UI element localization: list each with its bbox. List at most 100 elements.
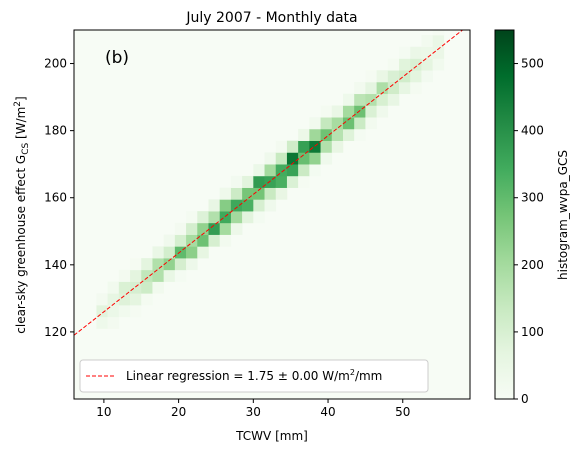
x-tick-label: 10: [96, 405, 111, 419]
heatmap-cell: [118, 293, 131, 306]
heatmap-cell: [130, 258, 142, 271]
heatmap-cell: [208, 211, 220, 224]
heatmap-cell: [376, 105, 389, 118]
heatmap-cell: [309, 128, 321, 141]
y-axis-label-main: clear-sky greenhouse effect G: [14, 155, 28, 334]
heatmap-cell: [174, 269, 187, 282]
heatmap-cell: [421, 46, 433, 59]
heatmap-cell: [107, 316, 120, 329]
heatmap-cell: [230, 175, 243, 188]
legend-box: [79, 359, 429, 393]
heatmap-cell: [432, 58, 445, 71]
y-tick-label: 120: [44, 325, 67, 339]
heatmap-cell: [298, 140, 310, 153]
heatmap-cell: [387, 93, 400, 106]
heatmap-cell: [354, 117, 366, 130]
heatmap-cell: [253, 211, 265, 224]
heatmap-cell: [174, 234, 187, 247]
heatmap-cell: [275, 152, 288, 165]
heatmap-cell: [107, 281, 120, 294]
y-axis-label-unit-sup: 2: [13, 101, 23, 107]
heatmap-cell: [376, 93, 389, 106]
heatmap-cell: [298, 175, 310, 188]
heatmap-cell: [365, 105, 377, 118]
heatmap-cell: [331, 105, 344, 118]
heatmap-cell: [163, 246, 176, 259]
heatmap-cell: [286, 175, 299, 188]
heatmap-cell: [186, 222, 198, 235]
colorbar-tick-label: 300: [521, 191, 544, 205]
heatmap-cell: [264, 199, 277, 212]
heatmap-cell: [152, 246, 164, 259]
y-axis-label-subscript: CS: [21, 142, 31, 154]
heatmap-cell: [107, 293, 120, 306]
colorbar-tick-label: 400: [521, 124, 544, 138]
heatmap-cell: [376, 82, 389, 95]
colorbar-tick-label: 500: [521, 57, 544, 71]
heatmap-cell: [309, 164, 321, 177]
heatmap-cell: [242, 187, 254, 200]
heatmap-cell: [432, 46, 445, 59]
heatmap-cell: [208, 234, 220, 247]
heatmap-cell: [253, 175, 265, 188]
heatmap-cell: [141, 269, 153, 282]
heatmap-cell: [286, 152, 299, 165]
heatmap-cell: [309, 140, 321, 153]
heatmap-cell: [186, 234, 198, 247]
heatmap-cell: [264, 152, 277, 165]
y-axis-label: clear-sky greenhouse effect GCS [W/m2]: [13, 96, 31, 333]
heatmap-cell: [399, 82, 411, 95]
heatmap-cell: [208, 199, 220, 212]
heatmap-cell: [130, 281, 142, 294]
heatmap-cell: [421, 35, 433, 48]
heatmap-cell: [387, 70, 400, 83]
heatmap-cell: [342, 117, 355, 130]
heatmap-cell: [96, 305, 108, 318]
heatmap-cell: [320, 105, 333, 118]
heatmap-cell: [163, 269, 176, 282]
heatmap-cell: [365, 82, 377, 95]
heatmap-cell: [253, 187, 265, 200]
heatmap-cell: [219, 211, 232, 224]
legend: Linear regression = 1.75 ± 0.00 W/m2/mm: [79, 359, 429, 393]
heatmap-cell: [264, 164, 277, 177]
y-axis-label-unit-close: ]: [14, 96, 28, 101]
heatmap-cell: [230, 187, 243, 200]
heatmap-cell: [421, 70, 433, 83]
heatmap-cell: [186, 258, 198, 271]
heatmap-cell: [174, 222, 187, 235]
heatmap-cell: [365, 117, 377, 130]
heatmap-cell: [197, 222, 209, 235]
heatmap-cell: [96, 293, 108, 306]
heatmap-cell: [410, 82, 422, 95]
heatmap-cell: [286, 164, 299, 177]
heatmap-cell: [219, 199, 232, 212]
heatmap-cell: [286, 140, 299, 153]
heatmap-cell: [354, 105, 366, 118]
heatmap-cell: [275, 164, 288, 177]
x-tick-label: 20: [171, 405, 186, 419]
heatmap-cell: [399, 46, 411, 59]
heatmap-cell: [96, 316, 108, 329]
panel-label: (b): [105, 48, 129, 68]
heatmap-cell: [152, 281, 164, 294]
heatmap-cell: [186, 211, 198, 224]
heatmap-cell: [230, 199, 243, 212]
x-tick-label: 40: [320, 405, 335, 419]
heatmap-cell: [387, 58, 400, 71]
heatmap-cell: [242, 199, 254, 212]
heatmap-cell: [130, 305, 142, 318]
heatmap-cell: [152, 269, 164, 282]
heatmap-cell: [163, 258, 176, 271]
heatmap-cell: [410, 46, 422, 59]
heatmap-cell: [399, 70, 411, 83]
heatmap-cell: [320, 128, 333, 141]
heatmap-cell: [118, 281, 131, 294]
heatmap-cell: [331, 128, 344, 141]
legend-text-sup: 2: [350, 368, 355, 377]
heatmap-cell: [354, 82, 366, 95]
heatmap-cell: [242, 175, 254, 188]
heatmap-cell: [242, 211, 254, 224]
y-axis-label-unit: [W/m: [14, 107, 28, 143]
y-tick-label: 200: [44, 57, 67, 71]
